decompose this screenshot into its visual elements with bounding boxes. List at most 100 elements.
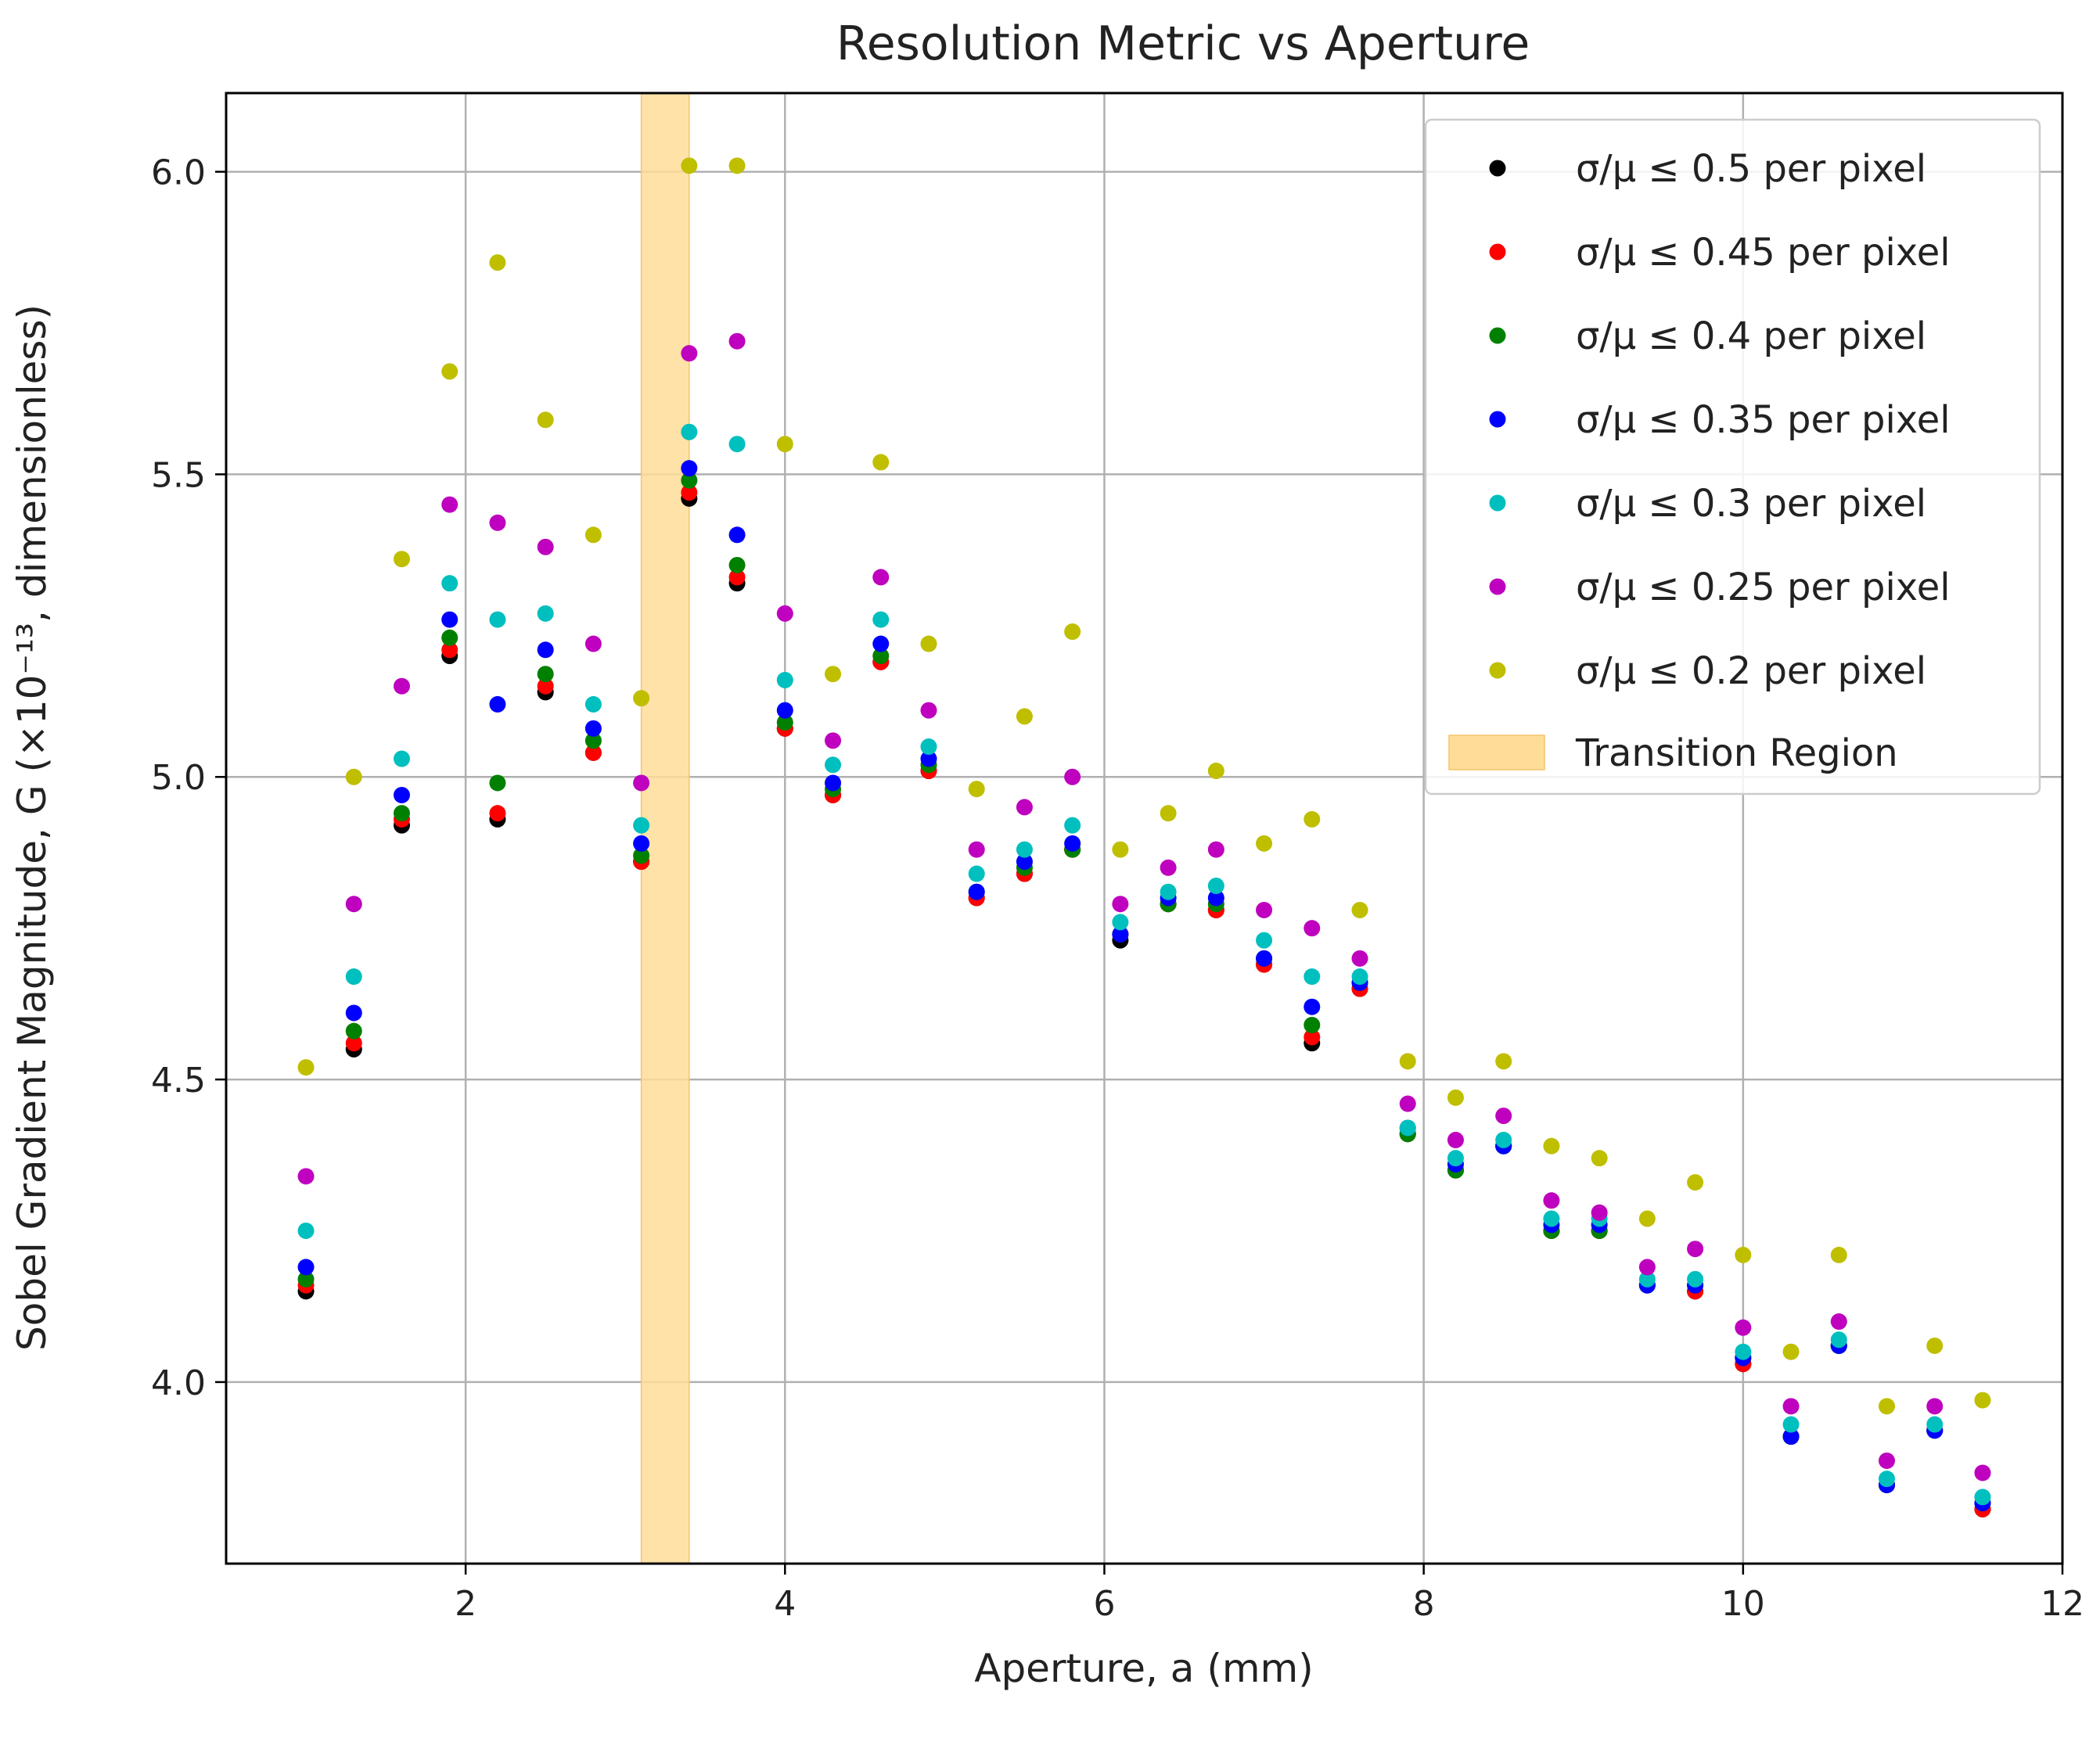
data-point	[1304, 1016, 1321, 1033]
y-tick-label: 4.5	[151, 1061, 206, 1101]
data-point	[1879, 1471, 1896, 1488]
data-point	[1112, 841, 1129, 858]
chart-title: Resolution Metric vs Aperture	[836, 16, 1530, 71]
legend-label: σ/μ ≤ 0.5 per pixel	[1576, 147, 1926, 191]
legend-label: σ/μ ≤ 0.4 per pixel	[1576, 314, 1926, 358]
series-5	[297, 332, 1991, 1481]
data-point	[1112, 925, 1129, 943]
data-point	[1591, 1150, 1608, 1167]
legend-label: σ/μ ≤ 0.35 per pixel	[1576, 398, 1951, 442]
data-point	[1926, 1416, 1944, 1433]
data-point	[489, 695, 506, 713]
data-point	[441, 641, 458, 659]
legend: σ/μ ≤ 0.5 per pixel σ/μ ≤ 0.45 per pixel σ…	[1424, 118, 2041, 795]
data-point	[1304, 1029, 1321, 1046]
y-tick-label: 6.0	[151, 153, 206, 193]
data-point	[1830, 1246, 1847, 1263]
data-point	[441, 611, 458, 628]
data-point	[968, 865, 985, 882]
data-point	[1256, 835, 1273, 852]
x-tick-label: 12	[2041, 1584, 2084, 1624]
data-point	[537, 666, 554, 683]
data-point	[1782, 1343, 1800, 1360]
x-axis-title: Aperture, a (mm)	[974, 1646, 1314, 1691]
data-point	[872, 454, 890, 471]
data-point	[728, 526, 746, 544]
data-point	[633, 690, 650, 707]
legend-label: Transition Region	[1575, 731, 1898, 775]
data-point	[872, 635, 890, 652]
data-point	[537, 411, 554, 429]
data-point	[633, 847, 650, 864]
data-point	[1879, 1398, 1896, 1415]
data-point	[1543, 1192, 1560, 1209]
data-point	[1735, 1246, 1752, 1263]
data-point	[1974, 1489, 1991, 1506]
data-point	[1207, 763, 1224, 780]
data-point	[537, 605, 554, 622]
legend-marker	[1489, 411, 1506, 428]
data-point	[681, 460, 698, 477]
data-point	[681, 345, 698, 362]
data-point	[1304, 810, 1321, 828]
data-point	[297, 1259, 315, 1276]
data-point	[728, 436, 746, 453]
legend-label: σ/μ ≤ 0.25 per pixel	[1576, 566, 1951, 609]
data-point	[1687, 1241, 1704, 1258]
data-point	[1304, 920, 1321, 937]
series-4	[297, 423, 1991, 1506]
data-points	[297, 157, 1991, 1517]
data-point	[920, 635, 937, 652]
data-point	[1638, 1270, 1656, 1288]
data-point	[728, 556, 746, 573]
data-point	[1735, 1343, 1752, 1360]
data-point	[728, 332, 746, 350]
data-point	[776, 702, 793, 719]
data-point	[441, 629, 458, 646]
y-tick-label: 5.0	[151, 758, 206, 798]
data-point	[584, 635, 602, 652]
legend-marker	[1489, 327, 1506, 344]
data-point	[1064, 817, 1081, 834]
legend-marker	[1489, 160, 1506, 177]
legend-marker	[1489, 662, 1506, 679]
data-point	[1399, 1053, 1416, 1070]
y-axis-title: Sobel Gradient Magnitude, G (×10⁻¹³, dim…	[9, 304, 55, 1351]
data-point	[1112, 896, 1129, 913]
data-point	[1447, 1131, 1464, 1148]
data-point	[1399, 1119, 1416, 1137]
data-point	[1782, 1398, 1800, 1415]
data-point	[776, 605, 793, 622]
data-point	[1399, 1095, 1416, 1112]
data-point	[1926, 1337, 1944, 1354]
data-point	[1064, 835, 1081, 852]
legend-label: σ/μ ≤ 0.45 per pixel	[1576, 231, 1951, 275]
data-point	[1064, 623, 1081, 641]
data-point	[1016, 708, 1033, 725]
data-point	[393, 805, 410, 822]
data-point	[1591, 1204, 1608, 1221]
data-point	[1543, 1210, 1560, 1227]
legend-marker	[1489, 243, 1506, 260]
data-point	[825, 732, 842, 749]
data-point	[1016, 841, 1033, 858]
data-point	[297, 1168, 315, 1185]
data-point	[441, 496, 458, 513]
data-point	[1447, 1150, 1464, 1167]
data-point	[776, 436, 793, 453]
data-point	[1112, 914, 1129, 931]
data-point	[776, 671, 793, 688]
data-point	[1974, 1392, 1991, 1409]
data-point	[920, 738, 937, 756]
data-point	[1256, 932, 1273, 949]
data-point	[1064, 768, 1081, 785]
y-tick-label: 4.0	[151, 1363, 206, 1403]
legend-box	[1424, 118, 2041, 795]
data-point	[1735, 1319, 1752, 1336]
data-point	[1016, 799, 1033, 816]
data-point	[489, 805, 506, 822]
data-point	[681, 484, 698, 501]
data-point	[825, 756, 842, 774]
data-point	[1207, 889, 1224, 907]
data-point	[681, 423, 698, 440]
